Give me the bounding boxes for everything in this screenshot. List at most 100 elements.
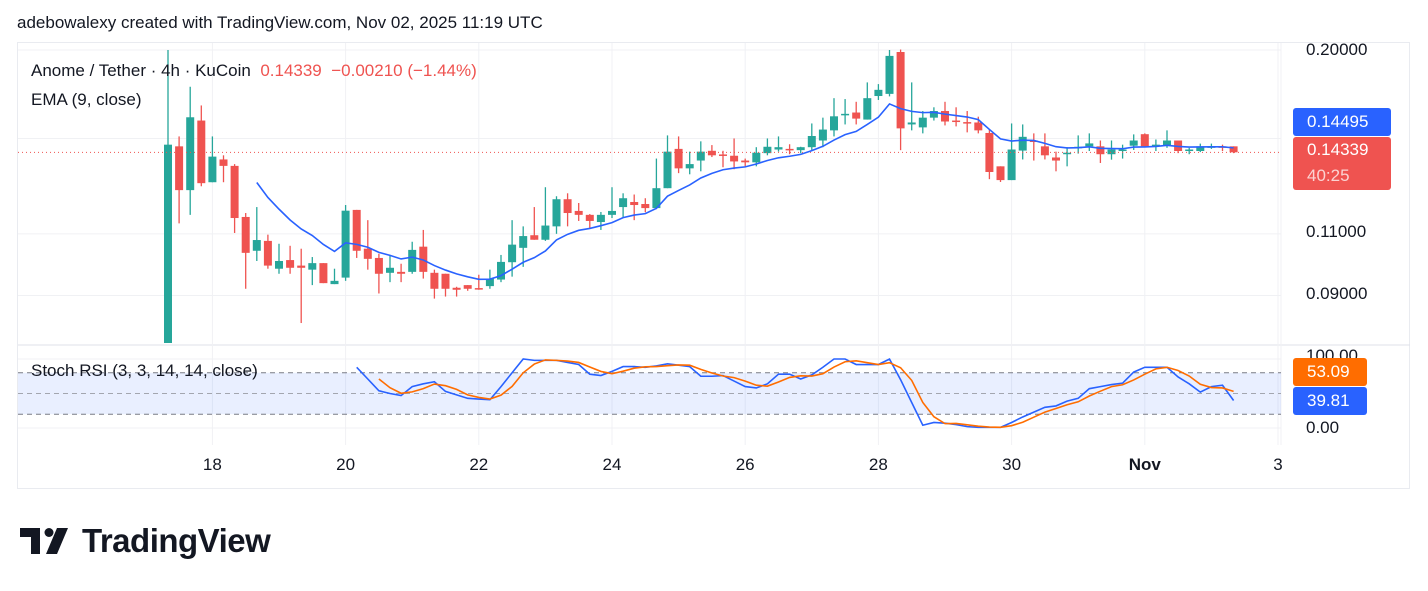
- candle-body: [341, 210, 350, 278]
- candle: [785, 144, 794, 155]
- time-tick: 30: [1002, 455, 1022, 474]
- candle: [663, 135, 672, 189]
- candle-body: [186, 117, 195, 191]
- candle: [818, 117, 827, 148]
- candle: [807, 123, 816, 151]
- candle: [741, 158, 750, 167]
- candle-body: [896, 52, 905, 129]
- candle: [263, 234, 272, 269]
- candle-body: [241, 216, 250, 253]
- symbol-legend[interactable]: Anome / Tether · 4h · KuCoin 0.14339 −0.…: [31, 61, 477, 81]
- price-tick: 0.09000: [1306, 284, 1368, 303]
- candle: [763, 138, 772, 156]
- candle-body: [585, 214, 594, 221]
- candle: [796, 146, 805, 154]
- candle-body: [752, 152, 761, 163]
- candle-body: [874, 89, 883, 97]
- stoch-d-tag: 53.09: [1293, 358, 1367, 386]
- candle-body: [552, 199, 561, 227]
- candle: [330, 268, 339, 285]
- candle-body: [963, 122, 972, 124]
- candle: [752, 147, 761, 167]
- candle-body: [1063, 152, 1072, 155]
- candle-body: [1040, 146, 1049, 156]
- candle: [275, 243, 283, 274]
- candle: [674, 136, 683, 174]
- candle-body: [1196, 146, 1205, 152]
- candle-body: [952, 120, 961, 123]
- candle: [1018, 124, 1027, 160]
- candle-body: [230, 165, 239, 219]
- candle: [397, 263, 406, 283]
- candle: [619, 193, 628, 217]
- candle: [1029, 133, 1038, 161]
- ema-legend[interactable]: EMA (9, close): [31, 90, 142, 109]
- candle: [197, 105, 206, 187]
- candle-body: [1085, 143, 1094, 147]
- candle-body: [397, 271, 406, 274]
- candle-body: [1096, 146, 1105, 155]
- candle: [552, 196, 561, 234]
- candle-body: [197, 120, 206, 184]
- candle-body: [208, 156, 217, 183]
- candle: [430, 269, 439, 299]
- candle-body: [696, 151, 705, 161]
- candle-body: [1007, 149, 1016, 181]
- candle: [286, 245, 295, 274]
- time-tick: 28: [868, 455, 888, 474]
- candles: [164, 49, 1238, 343]
- candle: [452, 286, 461, 297]
- candle: [1052, 151, 1060, 172]
- time-tick: 20: [336, 455, 356, 474]
- candle-body: [807, 136, 816, 148]
- candle-body: [1118, 149, 1127, 152]
- price-change: −0.00210 (−1.44%): [331, 61, 477, 80]
- candle: [1063, 147, 1072, 167]
- chart-frame: [17, 42, 1410, 489]
- stoch-legend[interactable]: Stoch RSI (3, 3, 14, 14, close): [31, 361, 258, 380]
- candle-body: [485, 278, 494, 287]
- candle: [696, 141, 705, 172]
- candle: [175, 136, 184, 224]
- candle: [374, 253, 383, 294]
- candle-body: [463, 285, 472, 289]
- bar-countdown: 40:25: [1307, 166, 1350, 185]
- tradingview-logo[interactable]: TradingView: [20, 522, 271, 560]
- candle: [719, 150, 727, 168]
- candle: [929, 107, 938, 121]
- candle-body: [452, 287, 461, 290]
- stoch-tick: 0.00: [1306, 418, 1340, 437]
- candle-body: [441, 273, 450, 289]
- candle: [297, 248, 306, 324]
- candle-body: [996, 166, 1005, 181]
- symbol-title: Anome / Tether · 4h · KuCoin: [31, 61, 251, 80]
- candle: [1096, 140, 1105, 163]
- time-tick: 18: [202, 455, 222, 474]
- candle-body: [685, 164, 694, 169]
- candle-body: [386, 267, 394, 273]
- candle-body: [929, 111, 938, 118]
- candle-body: [297, 265, 306, 268]
- candle-body: [674, 148, 683, 169]
- candle-body: [818, 129, 827, 141]
- candle-body: [1163, 140, 1171, 146]
- time-tick: 22: [469, 455, 489, 474]
- candle: [463, 285, 472, 291]
- candle-body: [275, 260, 283, 269]
- candle: [208, 136, 217, 183]
- time-tick: 26: [735, 455, 755, 474]
- candle-body: [508, 244, 517, 263]
- candle: [652, 158, 661, 210]
- candle: [641, 198, 650, 213]
- candle: [630, 194, 639, 221]
- candle-body: [918, 117, 927, 128]
- price-tick: 0.20000: [1306, 40, 1368, 59]
- candle: [907, 82, 916, 131]
- candle-body: [596, 214, 605, 223]
- candle-body: [330, 280, 339, 285]
- candle: [308, 257, 317, 286]
- candle: [497, 254, 505, 283]
- candle-body: [308, 263, 317, 270]
- candle: [1185, 147, 1194, 155]
